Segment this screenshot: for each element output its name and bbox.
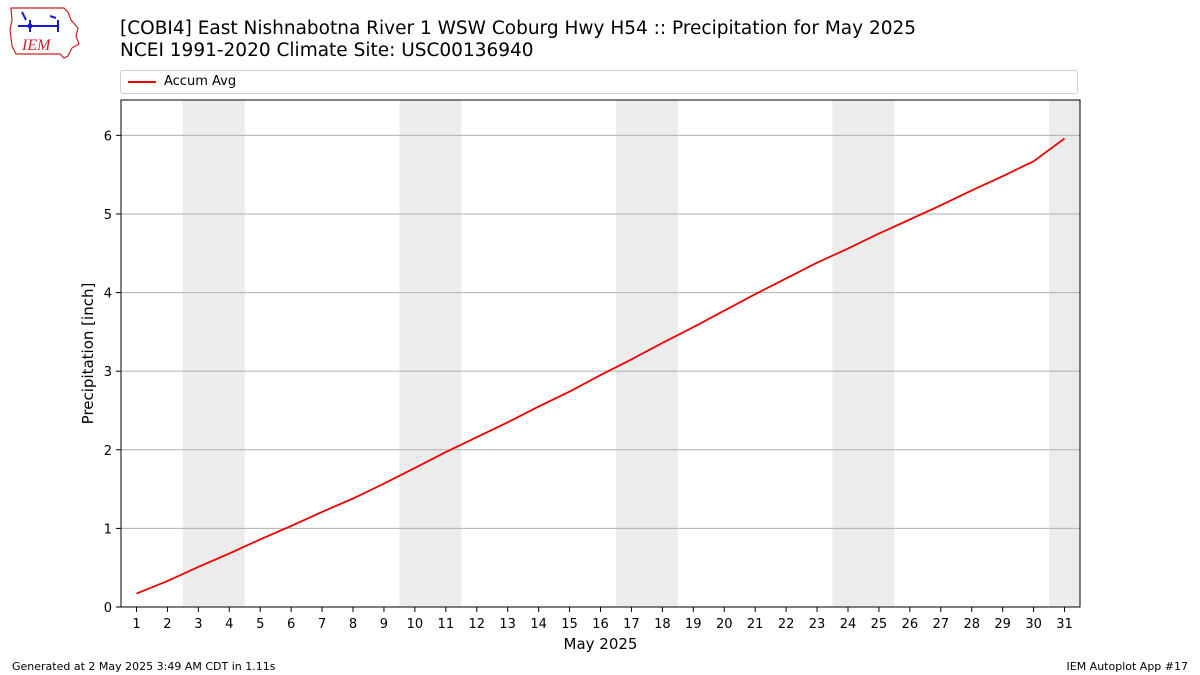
y-axis-label: Precipitation [inch]: [79, 283, 97, 425]
y-tick-label-4: 4: [104, 287, 112, 302]
x-tick-label-15: 15: [561, 617, 578, 632]
x-tick-label-17: 17: [623, 617, 640, 632]
x-tick-label-22: 22: [778, 617, 795, 632]
series-line-accum-avg: [136, 137, 1066, 595]
chart-title: [COBI4] East Nishnabotna River 1 WSW Cob…: [120, 18, 916, 62]
weekend-band-3: [615, 100, 678, 607]
legend-label-accum-avg: Accum Avg: [164, 74, 237, 89]
weekend-band-4: [832, 100, 895, 607]
x-tick-label-7: 7: [318, 617, 326, 632]
plot-frame: [120, 99, 1081, 608]
x-tick-label-29: 29: [994, 617, 1011, 632]
x-tick-label-18: 18: [654, 617, 671, 632]
x-tick-label-14: 14: [530, 617, 547, 632]
y-tick-label-2: 2: [104, 444, 112, 459]
x-tick-label-27: 27: [933, 617, 950, 632]
x-tick-label-16: 16: [592, 617, 609, 632]
x-tick-label-20: 20: [716, 617, 733, 632]
x-tick-label-2: 2: [163, 617, 171, 632]
x-tick-label-26: 26: [902, 617, 919, 632]
x-tick-label-3: 3: [194, 617, 202, 632]
logo-text: IEM: [21, 37, 52, 54]
y-tick-label-3: 3: [104, 365, 112, 380]
footer-app: IEM Autoplot App #17: [1066, 660, 1189, 673]
legend: Accum Avg: [120, 70, 1078, 94]
x-tick-label-25: 25: [871, 617, 888, 632]
weekend-band-2: [399, 100, 462, 607]
x-tick-label-4: 4: [225, 617, 233, 632]
x-tick-label-12: 12: [468, 617, 485, 632]
iowa-state-outline: [9, 7, 80, 59]
iem-logo: IEM: [9, 7, 80, 59]
weekend-band-5: [1049, 100, 1080, 607]
y-tick-label-5: 5: [104, 208, 112, 223]
x-tick-label-24: 24: [840, 617, 857, 632]
x-tick-label-8: 8: [349, 617, 357, 632]
x-tick-label-11: 11: [438, 617, 455, 632]
chart-title-line1: [COBI4] East Nishnabotna River 1 WSW Cob…: [120, 18, 917, 39]
x-tick-label-10: 10: [407, 617, 424, 632]
x-tick-label-1: 1: [132, 617, 140, 632]
x-tick-label-13: 13: [499, 617, 516, 632]
x-tick-label-30: 30: [1025, 617, 1042, 632]
x-tick-label-28: 28: [963, 617, 980, 632]
y-tick-label-0: 0: [104, 601, 112, 616]
station-dot-icon: [27, 23, 33, 29]
x-tick-label-31: 31: [1056, 617, 1073, 632]
x-axis-label: May 2025: [564, 635, 638, 653]
legend-swatch-accum-avg: [128, 81, 156, 83]
x-tick-label-6: 6: [287, 617, 295, 632]
y-tick-label-6: 6: [104, 129, 112, 144]
x-tick-label-9: 9: [380, 617, 388, 632]
x-tick-label-19: 19: [685, 617, 702, 632]
weekend-band-1: [182, 100, 245, 607]
footer-generated: Generated at 2 May 2025 3:49 AM CDT in 1…: [12, 660, 276, 673]
x-tick-label-23: 23: [809, 617, 826, 632]
y-tick-label-1: 1: [104, 522, 112, 537]
chart-title-line2: NCEI 1991-2020 Climate Site: USC00136940: [120, 40, 534, 61]
x-tick-label-5: 5: [256, 617, 264, 632]
x-tick-label-21: 21: [747, 617, 764, 632]
